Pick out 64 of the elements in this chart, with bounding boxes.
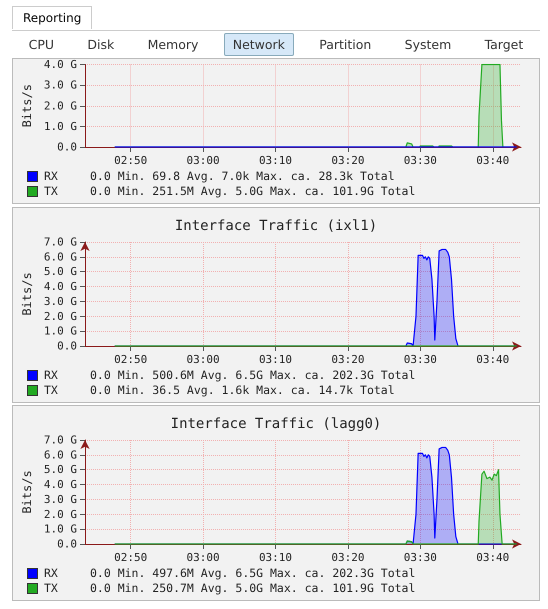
y-tick-label: 4.0 G: [44, 478, 78, 492]
text: Network: [224, 32, 294, 56]
x-tick-label: 03:30: [404, 154, 437, 167]
legend-label: TX: [44, 184, 59, 199]
legend-label: RX: [44, 368, 59, 383]
y-tick-label: 2.0 G: [44, 310, 78, 323]
y-tick-label: 2.0 G: [44, 508, 78, 521]
y-tick-label: 3.0 G: [44, 78, 78, 92]
y-axis-title: Bits/s: [20, 84, 34, 128]
y-tick-label: 6.0 G: [44, 448, 78, 462]
legend-label: TX: [44, 581, 59, 596]
x-tick-label: 03:30: [404, 551, 437, 564]
x-tick-label: 02:50: [114, 154, 148, 167]
text: 0.0 Min. 497.6M Avg. 6.5G Max. ca. 202.3G Total: [90, 566, 416, 581]
text: System: [404, 36, 452, 54]
chart-title: Interface Traffic (lagg0): [170, 416, 382, 432]
y-tick-label: 3.0 G: [44, 492, 78, 506]
x-tick-label: 02:50: [114, 551, 148, 564]
y-tick-label: 7.0 G: [44, 236, 78, 248]
x-tick-label: 03:40: [476, 551, 510, 564]
text: 0.0 Min. 500.6M Avg. 6.5G Max. ca. 202.3G Total: [90, 368, 416, 383]
x-tick-label: 03:40: [476, 154, 510, 167]
x-tick-label: 03:00: [186, 353, 220, 366]
y-tick-label: 1.0 G: [44, 324, 78, 338]
text: Target: [484, 36, 524, 54]
x-tick-label: 03:20: [331, 353, 364, 366]
y-tick-label: 7.0 G: [44, 434, 78, 446]
y-tick-label: 2.0 G: [44, 99, 78, 112]
y-tick-label: 5.0 G: [44, 265, 78, 278]
text: 0.0 Min. 69.8 Avg. 7.0k Max. ca. 28.3k Total: [90, 169, 395, 184]
y-tick-label: 3.0 G: [44, 294, 78, 308]
y-tick-label: 0.0: [57, 340, 78, 352]
y-tick-label: 4.0 G: [44, 280, 78, 294]
text: 0.0 Min. 251.5M Avg. 5.0G Max. ca. 101.9G Total: [90, 184, 416, 199]
legend-label: RX: [44, 169, 59, 184]
text: Memory: [146, 36, 200, 54]
y-tick-label: 5.0 G: [44, 463, 78, 476]
legend-label: RX: [44, 566, 59, 581]
legend-label: TX: [44, 383, 59, 398]
x-tick-label: 03:10: [258, 353, 292, 366]
text: 0.0 Min. 36.5 Avg. 1.6k Max. ca. 14.7k Total: [90, 383, 395, 398]
y-tick-label: 4.0 G: [44, 58, 78, 71]
text: Partition: [318, 36, 372, 54]
y-tick-label: 0.0: [57, 538, 78, 550]
y-axis-title: Bits/s: [20, 470, 34, 514]
x-tick-label: 03:20: [331, 154, 364, 167]
text: Disk: [86, 36, 116, 54]
x-tick-label: 03:30: [404, 353, 437, 366]
x-tick-label: 03:10: [258, 551, 292, 564]
text: CPU: [28, 36, 56, 54]
x-tick-label: 03:10: [258, 154, 292, 167]
text: 0.0 Min. 250.7M Avg. 5.0G Max. ca. 101.9G Total: [90, 581, 416, 596]
x-tick-label: 03:20: [331, 551, 364, 564]
x-tick-label: 02:50: [114, 353, 148, 366]
y-tick-label: 1.0 G: [44, 522, 78, 536]
text: Reporting: [12, 6, 92, 29]
y-tick-label: 6.0 G: [44, 250, 78, 264]
x-tick-label: 03:00: [186, 551, 220, 564]
chart-title: Interface Traffic (ixl1): [174, 218, 378, 234]
y-tick-label: 0.0: [57, 140, 78, 154]
x-tick-label: 03:00: [186, 154, 220, 167]
x-tick-label: 03:40: [476, 353, 510, 366]
y-axis-title: Bits/s: [20, 272, 34, 316]
y-tick-label: 1.0 G: [44, 120, 78, 133]
